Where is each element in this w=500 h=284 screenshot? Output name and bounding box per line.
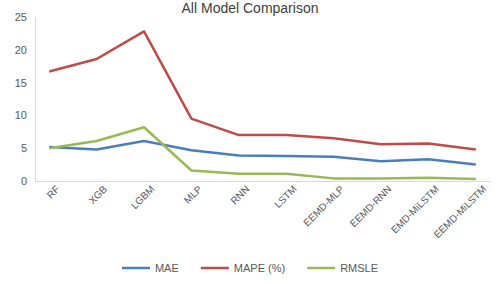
y-tick-label: 20 — [15, 44, 27, 56]
x-tick: XGB — [87, 181, 110, 206]
y-tick-label: 25 — [15, 11, 27, 23]
series-line — [49, 31, 476, 149]
legend: MAE MAPE (%) RMSLE — [122, 262, 378, 274]
series-line — [49, 127, 476, 179]
y-tick: 15 — [15, 77, 35, 89]
legend-swatch — [122, 267, 150, 270]
legend-label: MAPE (%) — [234, 262, 285, 274]
legend-item: MAPE (%) — [201, 262, 285, 274]
x-tick-label: MLP — [182, 183, 205, 206]
x-tick: EEMD-RNN — [348, 181, 394, 229]
x-tick-label: LGBM — [129, 183, 157, 211]
x-tick-label: EMD-MiLSTM — [389, 183, 441, 235]
chart: All Model Comparison 0 5 10 15 20 25 RF XGB LGBM M… — [0, 0, 500, 284]
x-tick-label: RF — [45, 183, 62, 200]
x-tick: MLP — [182, 181, 205, 206]
y-axis-line — [35, 18, 36, 182]
x-tick: EMD-MiLSTM — [389, 181, 441, 236]
x-tick: RNN — [228, 181, 251, 206]
y-tick: 10 — [15, 109, 35, 121]
chart-title: All Model Comparison — [182, 0, 319, 16]
x-tick-label: RNN — [228, 183, 251, 206]
x-tick: EEMD-MLP — [301, 181, 346, 228]
legend-item: MAE — [122, 262, 179, 274]
legend-label: MAE — [155, 262, 179, 274]
x-tick: RF — [45, 181, 62, 201]
x-axis-line — [36, 181, 491, 182]
x-tick-label: EEMD-RNN — [348, 183, 394, 229]
legend-swatch — [307, 267, 335, 270]
plot-area — [49, 31, 476, 179]
y-tick: 0 — [21, 175, 35, 187]
x-axis: RF XGB LGBM MLP RNN LSTMEEMD-MLPEEMD-RNNEMD-M… — [36, 181, 491, 240]
x-tick-label: LSTM — [272, 183, 299, 210]
x-tick: LSTM — [272, 181, 299, 210]
legend-label: RMSLE — [340, 262, 378, 274]
legend-swatch — [201, 267, 229, 270]
x-tick-label: XGB — [87, 183, 110, 206]
y-tick: 20 — [15, 44, 35, 56]
x-tick-label: EEMD-MLP — [301, 183, 346, 228]
y-axis: 0 5 10 15 20 25 — [15, 11, 36, 187]
x-tick: EEMD-MiLSTM — [432, 181, 489, 240]
x-tick-label: EEMD-MiLSTM — [432, 183, 489, 240]
y-tick-label: 15 — [15, 77, 27, 89]
y-tick-label: 5 — [21, 142, 27, 154]
y-tick: 25 — [15, 11, 35, 23]
legend-item: RMSLE — [307, 262, 378, 274]
y-tick-label: 0 — [21, 175, 27, 187]
y-tick: 5 — [21, 142, 35, 154]
y-tick-label: 10 — [15, 109, 27, 121]
x-tick: LGBM — [129, 181, 157, 211]
